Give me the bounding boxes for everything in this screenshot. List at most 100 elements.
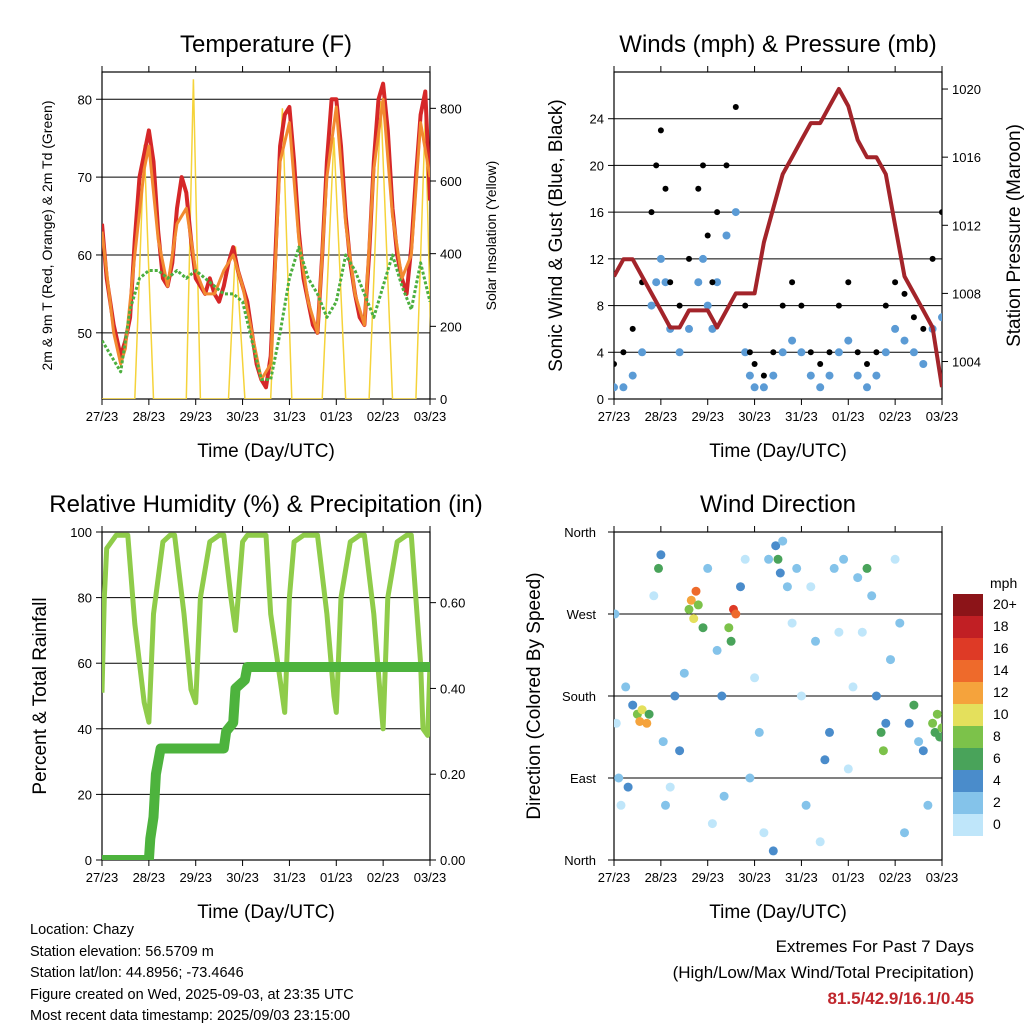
x-axis-title: Time (Day/UTC) [709,441,847,462]
direction-point [661,800,670,810]
gust-point [667,279,674,286]
gust-point [901,290,908,297]
direction-point [928,718,938,728]
direction-point [787,618,797,628]
gust-point [620,349,627,356]
direction-point [679,668,689,678]
direction-point [857,627,867,637]
x-tick-label: 29/23 [179,409,212,424]
x-tick-label: 01/23 [832,870,865,885]
direction-point [792,563,802,573]
x-tick-label: 31/23 [273,409,306,424]
x-tick-label: 29/23 [691,409,724,424]
x-tick-label: 02/23 [367,409,400,424]
panel-2 [608,66,948,405]
gust-point [657,127,664,134]
y-tick-label: 20 [78,787,92,802]
x-tick-label: 27/23 [598,870,631,885]
x-tick-label: 03/23 [926,409,959,424]
y-tick-label: 20 [590,158,604,173]
x-tick-label: 02/23 [879,870,912,885]
y-tick-label: 50 [78,326,92,341]
gust-point [700,162,706,169]
y-tick-label: 60 [78,248,92,263]
x-tick-label: 31/23 [273,870,306,885]
station-location: Location: Chazy [30,922,134,938]
gust-point [789,279,796,286]
y-tick-label: North [564,525,596,540]
y-axis-title: Direction (Colored By Speed) [524,572,545,819]
y-axis-title: Percent & Total Rainfall [30,597,51,794]
series-line-precipitation [102,662,430,860]
direction-point [801,800,811,810]
direction-point [878,746,888,756]
x-tick-label: 30/23 [738,870,771,885]
wind-point [769,371,778,380]
panel-1 [96,66,436,405]
direction-point [890,554,900,564]
y-tick-label: 70 [78,170,92,185]
wind-point [694,278,703,287]
panel-title: Wind Direction [700,491,856,518]
wind-point [863,383,871,392]
x-tick-label: 03/23 [926,870,959,885]
wind-point [731,208,740,217]
y2-tick-label: 600 [440,174,462,189]
gust-point [676,302,683,309]
x-tick-label: 03/23 [414,409,447,424]
gust-point [929,255,936,262]
direction-point [853,573,863,583]
x-tick-label: 29/23 [179,870,212,885]
legend-swatch [953,792,983,814]
direction-point [649,591,659,601]
direction-point [621,682,631,692]
wind-point [661,278,670,287]
wind-point [834,348,843,357]
x-tick-label: 27/23 [598,409,631,424]
gust-point [835,302,842,309]
y2-tick-label: 200 [440,319,462,334]
y-tick-label: 60 [78,656,92,671]
wind-point [909,348,918,357]
plot-area [614,536,942,856]
gust-point [845,279,852,286]
wind-point [891,324,900,333]
gust-point [920,325,927,332]
wind-point [788,336,797,345]
direction-point [862,563,872,573]
most-recent-timestamp: Most recent data timestamp: 2025/09/03 2… [30,1008,351,1024]
direction-point [750,673,760,683]
gust-point [614,361,617,367]
plot-area [614,87,942,392]
y-axis-title: Sonic Wind & Gust (Blue, Black) [546,99,567,371]
wind-point [853,371,862,380]
direction-point [771,541,781,551]
direction-point [717,691,727,701]
gust-point [742,302,749,309]
direction-point [637,705,647,715]
gust-point [746,349,753,356]
wind-point [900,336,909,345]
gust-point [873,349,880,356]
gust-point [939,209,942,216]
y-tick-label: 80 [78,92,92,107]
legend-label: 20+ [993,596,1017,612]
direction-point [689,614,699,624]
legend-label: 16 [993,640,1009,656]
direction-point [740,554,750,564]
station-elevation: Station elevation: 56.5709 m [30,943,214,960]
gust-point [854,349,861,356]
panel-title: Temperature (F) [180,31,352,58]
direction-point [623,782,633,792]
wind-point [708,324,717,333]
panel-title: Winds (mph) & Pressure (mb) [619,31,936,58]
x-tick-label: 01/23 [320,409,353,424]
plot-area [102,79,430,399]
gust-point [653,162,660,169]
direction-point [614,773,624,783]
legend-swatch [953,594,983,616]
y-tick-label: 100 [70,525,92,540]
wind-point [825,371,834,380]
direction-point [693,600,703,610]
